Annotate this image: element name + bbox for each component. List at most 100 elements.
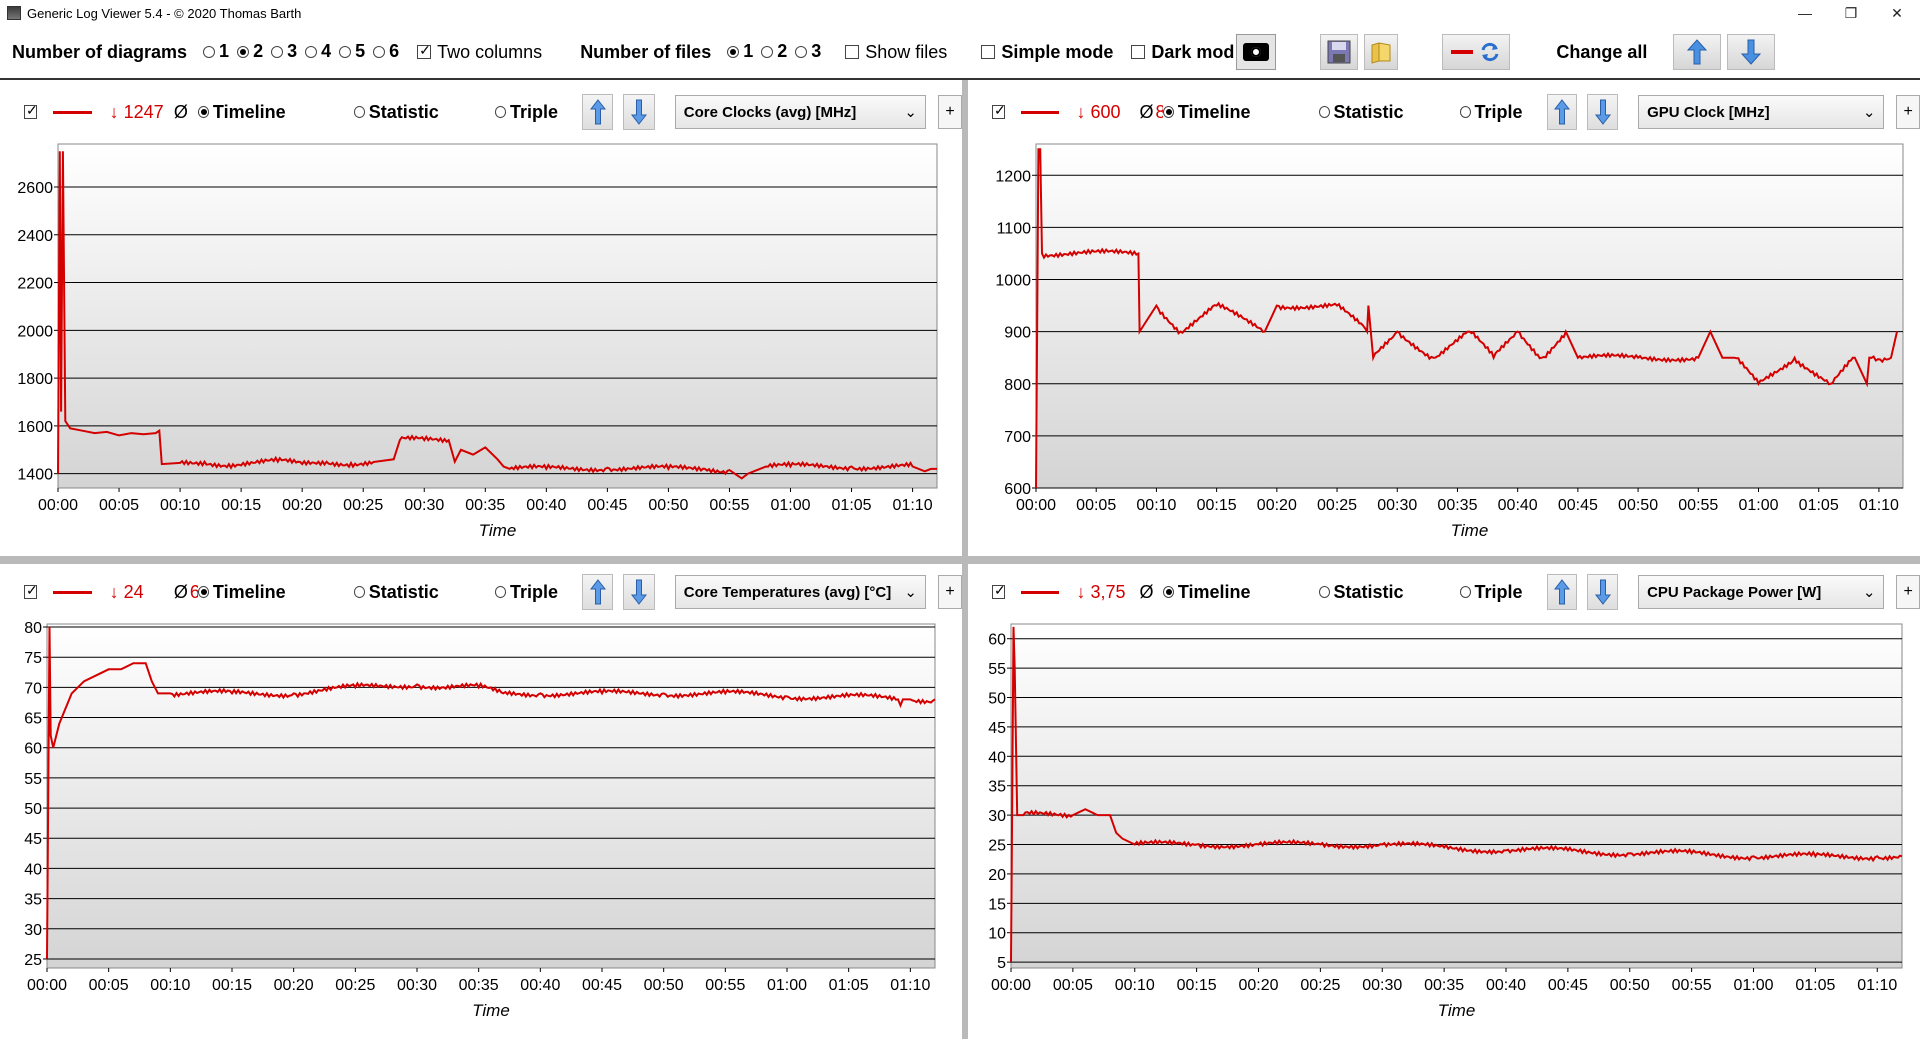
file-count-option-3[interactable]: 3 xyxy=(787,41,821,62)
statistic-radio[interactable] xyxy=(1318,586,1330,598)
restore-button[interactable]: ❐ xyxy=(1844,4,1858,21)
show-files-checkbox[interactable]: Show files xyxy=(845,42,947,63)
diagram-count-option-5[interactable]: 5 xyxy=(331,41,365,62)
avg-symbol: Ø xyxy=(1139,581,1154,602)
timeline-radio[interactable] xyxy=(197,106,209,118)
y-tick-label: 1600 xyxy=(17,419,53,436)
add-series-button[interactable]: + xyxy=(937,95,963,129)
change-all-down-button[interactable] xyxy=(1727,34,1776,70)
timeline-label: Timeline xyxy=(212,581,286,602)
x-tick-label: 00:45 xyxy=(587,497,627,514)
y-tick-label: 30 xyxy=(24,922,42,939)
y-tick-label: 45 xyxy=(24,831,42,848)
move-up-button[interactable] xyxy=(1546,94,1578,130)
diagram-count-option-2[interactable]: 2 xyxy=(229,41,263,62)
move-up-button[interactable] xyxy=(582,94,614,130)
avg-value: Ø68 xyxy=(174,582,198,603)
diagram-panel-2: ↓ 600 Ø8 Timeline Statistic Triple GPU Clock … xyxy=(968,84,1920,556)
x-tick-label: 00:10 xyxy=(160,497,200,514)
diagram-count-option-label: 6 xyxy=(389,41,400,62)
radio-button[interactable] xyxy=(727,45,740,58)
screenshot-button[interactable] xyxy=(1236,34,1277,70)
file-count-options: 1 2 3 xyxy=(719,41,821,63)
close-button[interactable]: ✕ xyxy=(1891,4,1903,21)
statistic-radio[interactable] xyxy=(353,586,365,598)
series-visible-checkbox[interactable] xyxy=(992,102,1006,119)
move-up-button[interactable] xyxy=(582,574,614,610)
move-down-button[interactable] xyxy=(1587,94,1619,130)
change-all-up-button[interactable] xyxy=(1673,34,1722,70)
avg-partial-value: 8 xyxy=(1155,101,1163,122)
line-refresh-button[interactable] xyxy=(1442,34,1511,70)
triple-radio[interactable] xyxy=(1459,106,1471,118)
metric-dropdown[interactable]: GPU Clock [MHz] ⌄ xyxy=(1638,95,1885,129)
series-color-swatch[interactable] xyxy=(53,590,92,594)
move-down-button[interactable] xyxy=(623,574,655,610)
checkbox-box[interactable] xyxy=(417,42,432,59)
radio-button[interactable] xyxy=(271,45,284,58)
x-tick-label: 01:00 xyxy=(770,497,810,514)
timeline-radio[interactable] xyxy=(1162,106,1174,118)
refresh-icon xyxy=(1481,42,1499,62)
triple-radio[interactable] xyxy=(494,106,507,118)
series-color-swatch[interactable] xyxy=(1020,110,1059,114)
file-count-option-1[interactable]: 1 xyxy=(719,41,753,62)
x-tick-label: 00:25 xyxy=(343,497,383,514)
series-visible-checkbox[interactable] xyxy=(992,582,1006,599)
triple-radio[interactable] xyxy=(494,586,507,598)
x-tick-label: 00:05 xyxy=(1076,497,1116,514)
move-down-button[interactable] xyxy=(623,94,655,130)
radio-button[interactable] xyxy=(203,45,216,58)
radio-button[interactable] xyxy=(339,45,352,58)
x-tick-label: 00:10 xyxy=(150,977,190,994)
diagram-count-option-1[interactable]: 1 xyxy=(195,41,229,62)
x-tick-label: 00:50 xyxy=(1618,497,1658,514)
y-tick-label: 40 xyxy=(24,861,42,878)
radio-button[interactable] xyxy=(373,45,386,58)
radio-button[interactable] xyxy=(237,45,250,58)
open-folder-button[interactable] xyxy=(1364,34,1399,70)
metric-dropdown[interactable]: CPU Package Power [W] ⌄ xyxy=(1638,575,1885,609)
add-series-button[interactable]: + xyxy=(1896,95,1920,129)
minimize-button[interactable]: — xyxy=(1798,5,1812,21)
radio-button[interactable] xyxy=(761,45,774,58)
save-button[interactable] xyxy=(1320,34,1359,70)
two-columns-checkbox[interactable]: Two columns xyxy=(417,42,542,63)
diagram-count-option-3[interactable]: 3 xyxy=(263,41,297,62)
min-value: ↓ 24 xyxy=(109,581,144,602)
min-value: ↓ 3,75 xyxy=(1076,581,1126,602)
metric-dropdown[interactable]: Core Temperatures (avg) [°C] ⌄ xyxy=(674,575,926,609)
statistic-radio[interactable] xyxy=(353,106,365,118)
timeline-radio[interactable] xyxy=(197,586,209,598)
radio-button[interactable] xyxy=(305,45,318,58)
diagram-panel-3: ↓ 24 Ø68 Timeline Statistic Triple Core Tempe… xyxy=(0,564,963,1039)
x-tick-label: 00:35 xyxy=(459,977,499,994)
metric-dropdown[interactable]: Core Clocks (avg) [MHz] ⌄ xyxy=(674,95,926,129)
file-count-option-2[interactable]: 2 xyxy=(753,41,787,62)
series-color-swatch[interactable] xyxy=(1020,590,1059,594)
x-tick-label: 00:45 xyxy=(582,977,622,994)
series-visible-checkbox[interactable] xyxy=(24,582,38,599)
y-tick-label: 2000 xyxy=(17,323,53,340)
arrow-down-icon xyxy=(631,99,648,125)
chevron-down-icon: ⌄ xyxy=(1862,104,1876,121)
dark-mode-checkbox[interactable]: Dark mod xyxy=(1131,42,1234,63)
x-tick-label: 00:30 xyxy=(404,497,444,514)
simple-mode-checkbox[interactable]: Simple mode xyxy=(981,42,1113,63)
add-series-button[interactable]: + xyxy=(1896,575,1920,609)
series-color-swatch[interactable] xyxy=(53,110,92,114)
statistic-radio[interactable] xyxy=(1318,106,1330,118)
diagram-count-option-6[interactable]: 6 xyxy=(365,41,399,62)
move-up-button[interactable] xyxy=(1546,574,1578,610)
series-visible-checkbox[interactable] xyxy=(24,102,38,119)
x-tick-label: 00:25 xyxy=(1300,977,1340,994)
diagram-count-option-4[interactable]: 4 xyxy=(297,41,331,62)
x-tick-label: 00:50 xyxy=(1610,977,1650,994)
row-divider[interactable] xyxy=(0,556,1920,564)
triple-radio[interactable] xyxy=(1459,586,1471,598)
add-series-button[interactable]: + xyxy=(937,575,963,609)
radio-button[interactable] xyxy=(795,45,808,58)
move-down-button[interactable] xyxy=(1587,574,1619,610)
y-tick-label: 20 xyxy=(988,867,1006,884)
timeline-radio[interactable] xyxy=(1162,586,1174,598)
